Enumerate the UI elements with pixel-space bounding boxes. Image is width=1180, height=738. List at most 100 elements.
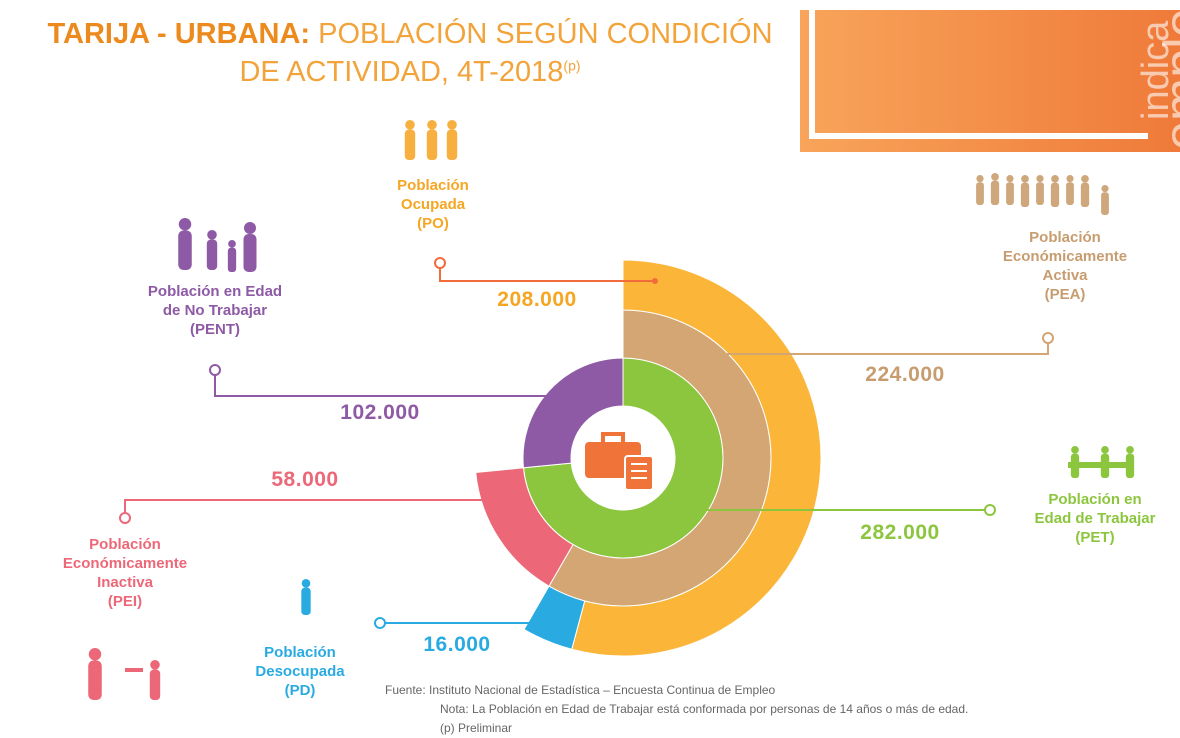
person-body [405, 130, 415, 160]
person-head [89, 648, 101, 660]
person-head [1126, 446, 1134, 454]
label-line: Población en Edad [148, 282, 282, 301]
leader-end [435, 258, 445, 268]
label-line: Activa [1003, 266, 1127, 285]
title-note: (p) [563, 57, 580, 73]
person-head [1036, 175, 1043, 182]
side-text: emple [1154, 8, 1180, 150]
person-head [1101, 446, 1109, 454]
value-label: 16.000 [423, 633, 490, 657]
infographic: indica emple TARIJA - URBANA: POBLACIÓN … [0, 0, 1180, 738]
label-line: Edad de Trabajar [1035, 509, 1156, 528]
title-bold: TARIJA - URBANA: [47, 18, 310, 50]
person-body [207, 240, 217, 270]
label-line: Económicamente [1003, 247, 1127, 266]
person-head [1021, 175, 1029, 183]
label-line: Desocupada [255, 662, 344, 681]
leader-line [125, 500, 500, 518]
value-label: 224.000 [865, 363, 944, 387]
label-line: Población en [1035, 490, 1156, 509]
leader-line [215, 370, 570, 396]
leader-end [210, 365, 220, 375]
person-body [1066, 182, 1074, 205]
person-head [447, 120, 457, 130]
person-body [178, 230, 192, 270]
document-icon [625, 456, 653, 490]
person-head [179, 218, 191, 230]
person-head [1081, 175, 1089, 183]
table-icon [1068, 462, 1128, 468]
value-label: 282.000 [860, 521, 939, 545]
person-head [1071, 446, 1079, 454]
person-body [447, 130, 457, 160]
title-text: DE ACTIVIDAD, 4T-2018 [239, 56, 563, 88]
person-head [976, 175, 983, 182]
person-body [991, 181, 999, 205]
person-body [1021, 183, 1029, 207]
person-head [1066, 175, 1073, 182]
note: Nota: La Población en Edad de Trabajar e… [440, 702, 968, 716]
person-body [244, 234, 257, 272]
person-head [991, 173, 999, 181]
person-body [1101, 192, 1109, 215]
label-line: de No Trabajar [148, 301, 282, 320]
label-line: (PO) [397, 214, 469, 233]
person-head [228, 240, 236, 248]
label-line: (PEA) [1003, 285, 1127, 304]
title-line: DE ACTIVIDAD, 4T-2018(p) [30, 56, 790, 89]
leader-dot [567, 393, 573, 399]
leader-dot [552, 620, 558, 626]
person-head [150, 660, 160, 670]
person-head [1006, 175, 1013, 182]
leader-dot [497, 497, 503, 503]
person-body [976, 182, 984, 205]
corner-banner [800, 10, 1180, 152]
person-head [207, 230, 217, 240]
label-line: Población [397, 176, 469, 195]
person-head [244, 222, 256, 234]
person-head [405, 120, 415, 130]
person-head [1051, 175, 1059, 183]
person-body [150, 670, 160, 700]
chart: indica emple [0, 0, 1180, 738]
title-text: POBLACIÓN SEGÚN CONDICIÓN [318, 18, 772, 50]
person-body [1051, 183, 1059, 207]
person-body [1036, 182, 1044, 205]
desk-icon [125, 668, 143, 672]
label-line: Población [63, 535, 187, 554]
label-line: Económicamente [63, 554, 187, 573]
label-line: Ocupada [397, 195, 469, 214]
leader-end [985, 505, 995, 515]
value-label: 58.000 [271, 468, 338, 492]
person-body [228, 248, 236, 272]
leader-dot [672, 507, 678, 513]
leader-end [375, 618, 385, 628]
source-note: Fuente: Instituto Nacional de Estadístic… [385, 683, 775, 697]
label-line: Población [255, 643, 344, 662]
leader-dot [704, 351, 710, 357]
person-body [301, 588, 310, 615]
label-line: (PD) [255, 681, 344, 700]
person-head [427, 120, 437, 130]
value-label: 208.000 [497, 288, 576, 312]
leader-end [1043, 333, 1053, 343]
person-body [427, 130, 437, 160]
person-head [302, 579, 311, 588]
leader-dot [652, 278, 658, 284]
label-line: (PET) [1035, 528, 1156, 547]
note: (p) Preliminar [440, 721, 512, 735]
label-line: (PEI) [63, 592, 187, 611]
person-body [88, 660, 102, 700]
label-line: Población [1003, 228, 1127, 247]
label-line: (PENT) [148, 320, 282, 339]
person-body [1006, 182, 1014, 205]
value-label: 102.000 [340, 401, 419, 425]
person-head [1101, 185, 1108, 192]
person-body [1081, 183, 1089, 207]
